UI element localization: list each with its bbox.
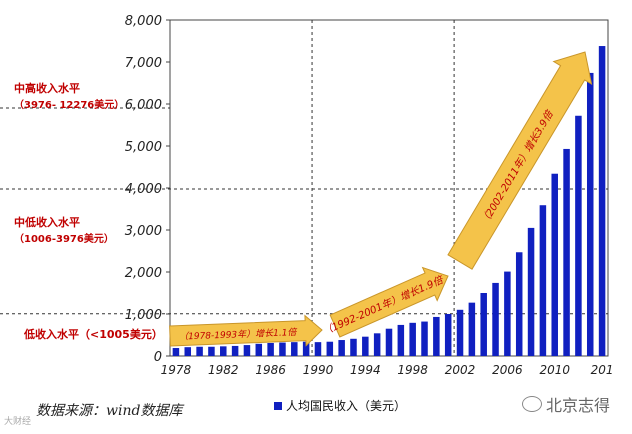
band-label-high: 中高收入水平 （3976- 12276美元） xyxy=(14,80,124,111)
x-tick-label: 2010 xyxy=(539,363,570,377)
corner-watermark: 大财经 xyxy=(4,417,32,427)
bar xyxy=(421,321,428,356)
x-tick-label: 1986 xyxy=(255,363,286,377)
band-middle-range: （1006-3976美元） xyxy=(14,234,114,245)
y-tick-label: 2,000 xyxy=(125,266,162,281)
y-tick-label: 7,000 xyxy=(125,56,162,71)
y-tick-label: 3,000 xyxy=(125,224,162,239)
bar xyxy=(338,340,345,356)
growth-arrow-1978-1993-label: （1978-1993年）增长1.1倍 xyxy=(179,327,298,343)
band-label-low: 低收入水平（<1005美元） xyxy=(24,326,163,342)
bar xyxy=(433,316,440,356)
bar xyxy=(575,115,582,356)
bar xyxy=(279,342,286,356)
bar xyxy=(409,322,416,356)
x-tick-label: 1998 xyxy=(397,363,428,377)
x-tick-label: 1990 xyxy=(303,363,334,377)
y-tick-label: 8,000 xyxy=(125,14,162,29)
x-tick-label: 1994 xyxy=(350,363,381,377)
growth-arrow-2002-2011-shape xyxy=(447,51,593,270)
bar xyxy=(397,324,405,356)
x-tick-label: 1978 xyxy=(161,363,192,377)
wechat-icon xyxy=(521,396,542,412)
band-middle-title: 中低收入水平 xyxy=(14,216,80,229)
bar xyxy=(255,343,263,356)
legend: 人均国民收入（美元） xyxy=(274,397,406,414)
x-tick-label: 1982 xyxy=(208,363,239,377)
bar xyxy=(184,347,192,356)
band-low-title: 低收入水平（<1005美元） xyxy=(24,328,163,341)
band-high-title: 中高收入水平 xyxy=(14,82,80,95)
x-tick-label: 2006 xyxy=(492,363,523,377)
bar xyxy=(385,328,393,356)
y-tick-label: 0 xyxy=(154,350,162,365)
band-label-middle: 中低收入水平 （1006-3976美元） xyxy=(14,214,114,245)
bar xyxy=(172,348,180,356)
data-source: 数据来源：wind数据库 xyxy=(36,403,183,419)
bar xyxy=(515,252,523,356)
growth-arrow-1978-1993-shape xyxy=(169,314,323,347)
growth-arrow-1978-1993: （1978-1993年）增长1.1倍 xyxy=(169,314,323,347)
bar xyxy=(362,336,369,356)
bar xyxy=(326,341,334,356)
bar xyxy=(302,341,310,356)
bar xyxy=(231,345,239,356)
bar xyxy=(444,314,452,356)
bar xyxy=(539,205,547,356)
watermark-text: 北京志得 xyxy=(545,396,610,415)
bar xyxy=(551,173,558,356)
bar xyxy=(456,309,464,356)
bar xyxy=(492,282,499,356)
bar xyxy=(314,342,322,356)
y-tick-label: 5,000 xyxy=(125,140,162,155)
bar xyxy=(480,293,487,356)
bar xyxy=(563,148,570,356)
y-tick-label: 1,000 xyxy=(125,308,162,323)
bar xyxy=(598,46,606,356)
bar xyxy=(468,302,476,356)
bar xyxy=(504,271,511,356)
bar xyxy=(220,346,227,356)
band-high-range: （3976- 12276美元） xyxy=(14,100,125,111)
x-tick-label: 201 xyxy=(591,363,614,377)
watermark: 北京志得 xyxy=(521,392,610,416)
bar xyxy=(208,346,215,356)
bar xyxy=(243,345,251,356)
legend-label: 人均国民收入（美元） xyxy=(286,399,407,413)
y-tick-label: 4,000 xyxy=(125,182,162,197)
bar xyxy=(527,227,535,356)
growth-arrow-1992-2001-shape xyxy=(329,266,449,338)
bar xyxy=(373,333,381,356)
bar xyxy=(350,338,357,356)
bar xyxy=(291,342,298,356)
x-tick-label: 2002 xyxy=(445,363,476,377)
y-tick-label: 6,000 xyxy=(125,98,162,113)
legend-swatch xyxy=(274,401,282,410)
bar xyxy=(196,346,203,356)
growth-arrow-1992-2001-label: （1992-2001年）增长1.9倍 xyxy=(321,273,447,338)
bar xyxy=(267,342,274,356)
bar xyxy=(586,72,594,357)
